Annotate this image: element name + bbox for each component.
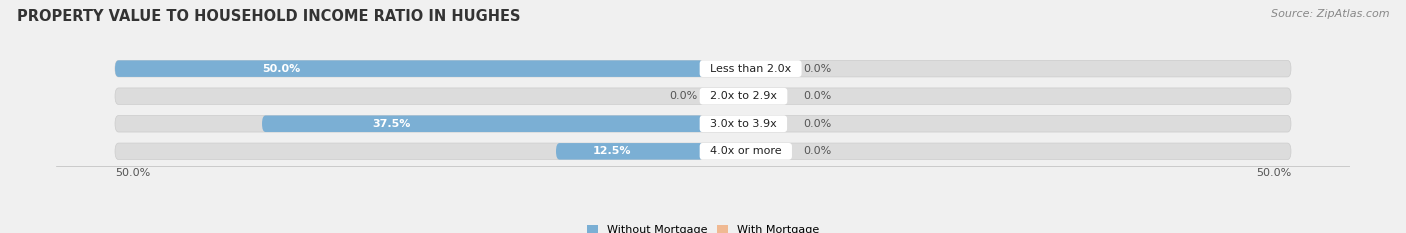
Text: 50.0%: 50.0% bbox=[1256, 168, 1291, 178]
FancyBboxPatch shape bbox=[703, 144, 786, 158]
Text: 12.5%: 12.5% bbox=[593, 146, 631, 156]
FancyBboxPatch shape bbox=[115, 60, 1291, 77]
FancyBboxPatch shape bbox=[703, 62, 786, 76]
FancyBboxPatch shape bbox=[115, 60, 703, 77]
FancyBboxPatch shape bbox=[703, 116, 786, 131]
Text: 0.0%: 0.0% bbox=[803, 64, 831, 74]
Text: 2.0x to 2.9x: 2.0x to 2.9x bbox=[703, 91, 785, 101]
FancyBboxPatch shape bbox=[262, 116, 703, 132]
Text: 4.0x or more: 4.0x or more bbox=[703, 146, 789, 156]
Text: 3.0x to 3.9x: 3.0x to 3.9x bbox=[703, 119, 783, 129]
FancyBboxPatch shape bbox=[115, 116, 1291, 132]
Text: 0.0%: 0.0% bbox=[803, 91, 831, 101]
Legend: Without Mortgage, With Mortgage: Without Mortgage, With Mortgage bbox=[582, 221, 824, 233]
Text: Source: ZipAtlas.com: Source: ZipAtlas.com bbox=[1271, 9, 1389, 19]
FancyBboxPatch shape bbox=[115, 88, 1291, 104]
Text: PROPERTY VALUE TO HOUSEHOLD INCOME RATIO IN HUGHES: PROPERTY VALUE TO HOUSEHOLD INCOME RATIO… bbox=[17, 9, 520, 24]
FancyBboxPatch shape bbox=[703, 89, 786, 103]
Text: 0.0%: 0.0% bbox=[803, 119, 831, 129]
Text: 50.0%: 50.0% bbox=[115, 168, 150, 178]
Text: 37.5%: 37.5% bbox=[373, 119, 411, 129]
Text: 50.0%: 50.0% bbox=[262, 64, 301, 74]
FancyBboxPatch shape bbox=[115, 143, 1291, 160]
Text: 0.0%: 0.0% bbox=[803, 146, 831, 156]
Text: Less than 2.0x: Less than 2.0x bbox=[703, 64, 799, 74]
Text: 0.0%: 0.0% bbox=[669, 91, 697, 101]
FancyBboxPatch shape bbox=[555, 143, 703, 160]
